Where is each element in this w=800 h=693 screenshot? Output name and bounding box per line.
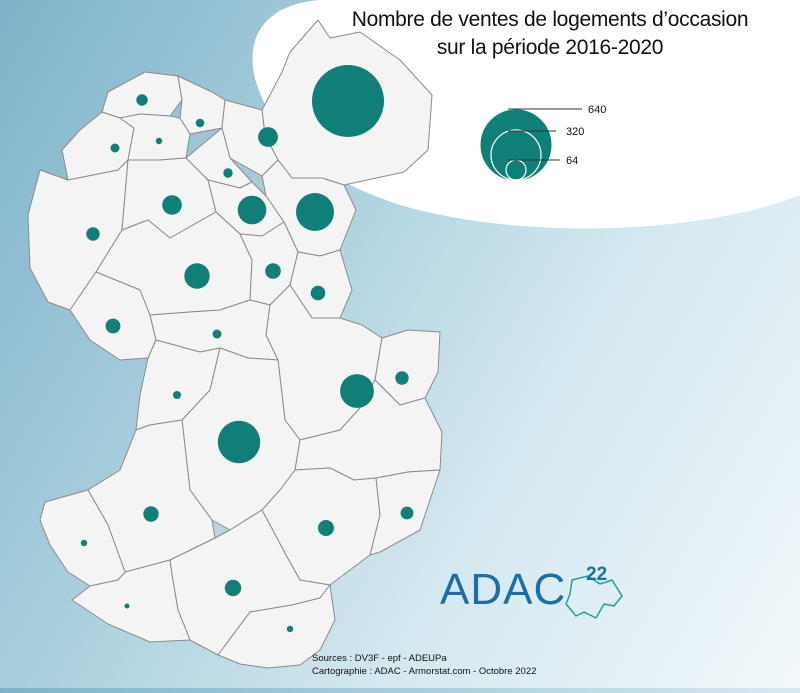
sales-bubble-c06: [258, 127, 278, 147]
sales-bubble-c19: [395, 371, 409, 385]
sources-line-1: Sources : DV3F - epf - ADEUPa: [312, 653, 447, 664]
legend-circle-640: [479, 108, 553, 182]
sales-bubble-c14: [310, 285, 326, 301]
sales-bubble-c07: [86, 227, 100, 241]
sales-bubble-c17: [173, 391, 181, 399]
adac-logo-mark: [565, 575, 623, 619]
sales-bubble-c02: [136, 94, 148, 106]
sales-bubble-c22: [400, 506, 414, 520]
sales-bubble-c11: [237, 195, 267, 225]
commune-c03[interactable]: [177, 75, 226, 135]
sales-bubble-c05: [155, 137, 163, 145]
map-sources: Sources : DV3F - epf - ADEUPa Cartograph…: [312, 652, 536, 678]
sales-bubble-c08: [223, 168, 233, 178]
sales-bubble-c18: [340, 374, 374, 408]
sales-bubble-c12: [184, 263, 210, 289]
sales-bubble-c01: [312, 65, 384, 137]
sales-bubble-c04: [110, 143, 120, 153]
sales-bubble-c10: [162, 195, 182, 215]
sales-bubbles-layer: [80, 65, 414, 633]
sales-bubble-c24: [80, 539, 88, 547]
sales-bubble-c27: [286, 625, 294, 633]
adac-logo-text: ADAC: [440, 565, 567, 614]
sales-bubble-c09: [296, 193, 334, 231]
legend-label-640: 640: [588, 104, 606, 116]
legend-label-320: 320: [566, 126, 584, 138]
map-title-line-1: Nombre de ventes de logements d’occasion: [351, 8, 749, 31]
sales-bubble-c16: [212, 329, 222, 339]
sales-bubble-c21: [143, 506, 159, 522]
sales-bubble-c13: [265, 263, 281, 279]
map-legend: 640 320 64: [479, 104, 606, 182]
sales-bubble-c20: [217, 420, 261, 464]
sales-bubble-c26: [124, 603, 130, 609]
commune-c28[interactable]: [217, 584, 336, 669]
legend-label-64: 64: [566, 155, 578, 167]
sales-bubble-c25: [224, 579, 242, 597]
sales-bubble-c03: [195, 118, 205, 128]
sales-bubble-c23: [318, 520, 334, 536]
adac-logo-superscript: 22: [586, 564, 608, 585]
commune-c27[interactable]: [71, 559, 191, 643]
commune-c05[interactable]: [119, 113, 191, 161]
map-title: Nombre de ventes de logements d’occasion…: [300, 6, 800, 62]
sources-line-2: Cartographie : ADAC - Armorstat.com - Oc…: [312, 666, 537, 677]
map-title-line-2: sur la période 2016-2020: [436, 36, 664, 59]
sales-bubble-c15: [105, 318, 121, 334]
